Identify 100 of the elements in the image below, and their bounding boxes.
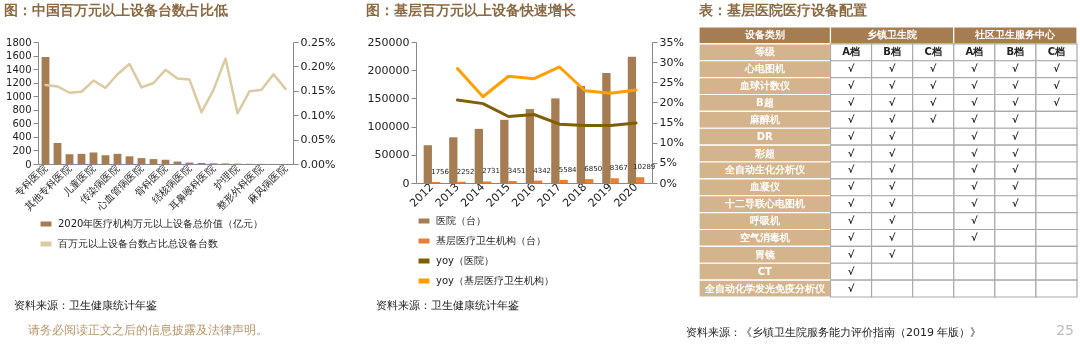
y-tick-label: 400 [12,131,32,143]
y-tick-label: 800 [12,104,32,116]
legend-label: yoy（基层医疗卫生机构） [436,275,554,286]
y2-tick-label: 10% [659,136,684,150]
text: √ [970,198,978,210]
y-tick-label: 100000 [367,120,410,134]
text: √ [1012,164,1019,176]
text: 设备类别 [743,29,785,41]
y-tick-label: 1400 [6,63,32,75]
text: √ [847,164,855,176]
text: √ [847,63,855,75]
category-label: B超 [755,96,774,108]
text: √ [847,198,855,210]
category-label: C档 [924,46,942,58]
text: √ [847,231,855,243]
text: √ [970,181,978,193]
text: √ [1053,80,1060,92]
text: √ [888,164,896,176]
category-label: 空气消毒机 [739,231,790,243]
text: √ [888,80,896,92]
text: √ [970,113,978,125]
text: √ [1012,130,1019,142]
text: √ [888,181,896,193]
text: √ [888,231,896,243]
text: 表：基层医院医疗设备配置 [698,2,867,19]
y-tick-label: 1000 [6,90,32,102]
text: √ [847,96,855,108]
text: √ [847,130,855,142]
category-label: 彩超 [754,147,775,159]
text: √ [847,113,855,125]
text: 社区卫生服务中心 [974,29,1057,41]
text: √ [847,181,855,193]
legend-label: 医院（台） [436,215,486,226]
category-label: CT [757,265,772,277]
y2-tick-label: 0% [659,176,677,190]
category-label: DR [756,130,773,142]
category-label: 呼吸机 [749,215,780,227]
text: √ [888,215,896,227]
legend-label: 基层医疗卫生机构（台） [436,235,546,246]
y2-tick-label: 0.20% [300,59,336,73]
text: 资料来源：卫生健康统计年鉴 [14,298,157,313]
text: 等级 [753,46,776,58]
text: √ [970,130,978,142]
y2-tick-label: 30% [659,55,684,69]
text: √ [1012,113,1019,125]
y2-tick-label: 0.15% [300,84,336,98]
category-label: 胃镜 [754,248,775,260]
text: √ [970,215,978,227]
text: √ [929,63,937,75]
category-label: 血球计数仪 [739,80,790,92]
text: √ [847,248,855,260]
y2-tick-label: 15% [659,116,684,130]
text: 资料来源：卫生健康统计年鉴 [376,298,519,313]
chart-title: 图：中国百万元以上设备台数占比低 [4,2,228,18]
y2-tick-label: 5% [659,156,677,170]
text: √ [888,198,896,210]
y2-tick-label: 20% [659,95,684,109]
text: √ [847,80,855,92]
y-tick-label: 1800 [6,36,32,48]
chart-title: 图：基层百万元以上设备快速增长 [366,2,577,18]
y2-tick-label: 35% [659,35,684,49]
category-label: B档 [883,46,901,58]
y2-tick-label: 0.05% [300,133,336,147]
text: √ [970,96,978,108]
text: 资料来源：《乡镇卫生院服务能力评价指南（2019 年版）》 [686,325,982,340]
y-tick-label: 0 [402,176,410,190]
text: √ [888,130,896,142]
category-label: 麻醉机 [749,113,780,125]
text: √ [970,147,978,159]
legend-label: 2020年医疗机构万元以上设备总价值（亿元） [58,218,264,229]
y2-tick-label: 25% [659,75,684,89]
y2-tick-label: 0.25% [300,35,336,49]
text: √ [847,282,855,294]
legend-label: yoy（医院） [436,255,494,266]
text: √ [847,147,855,159]
text: √ [929,80,937,92]
text: √ [970,80,978,92]
category-label: 全自动化学发光免疫分析仪 [704,282,825,294]
y-tick-label: 200 [12,144,32,156]
y-tick-label: 250000 [367,35,410,49]
text: 乡镇卫生院 [867,29,918,41]
text: √ [888,248,896,260]
text: √ [888,147,896,159]
y-tick-label: 1200 [6,77,32,89]
category-label: 全自动生化分析仪 [724,164,805,176]
category-label: C档 [1047,46,1066,58]
text: √ [888,96,896,108]
y2-tick-label: 0.00% [300,157,336,171]
legend-label: 百万元以上设备台数占比总设备台数 [58,238,218,249]
text: √ [1012,63,1019,75]
y-tick-label: 600 [12,117,32,129]
text: √ [847,265,855,277]
category-label: A档 [965,46,984,58]
category-label: 血凝仪 [749,181,780,193]
text: 25 [1056,322,1074,338]
y-tick-label: 50000 [374,148,410,162]
y2-tick-label: 0.10% [300,108,336,122]
text: √ [970,63,978,75]
text: √ [1012,181,1019,193]
text: √ [1053,63,1060,75]
